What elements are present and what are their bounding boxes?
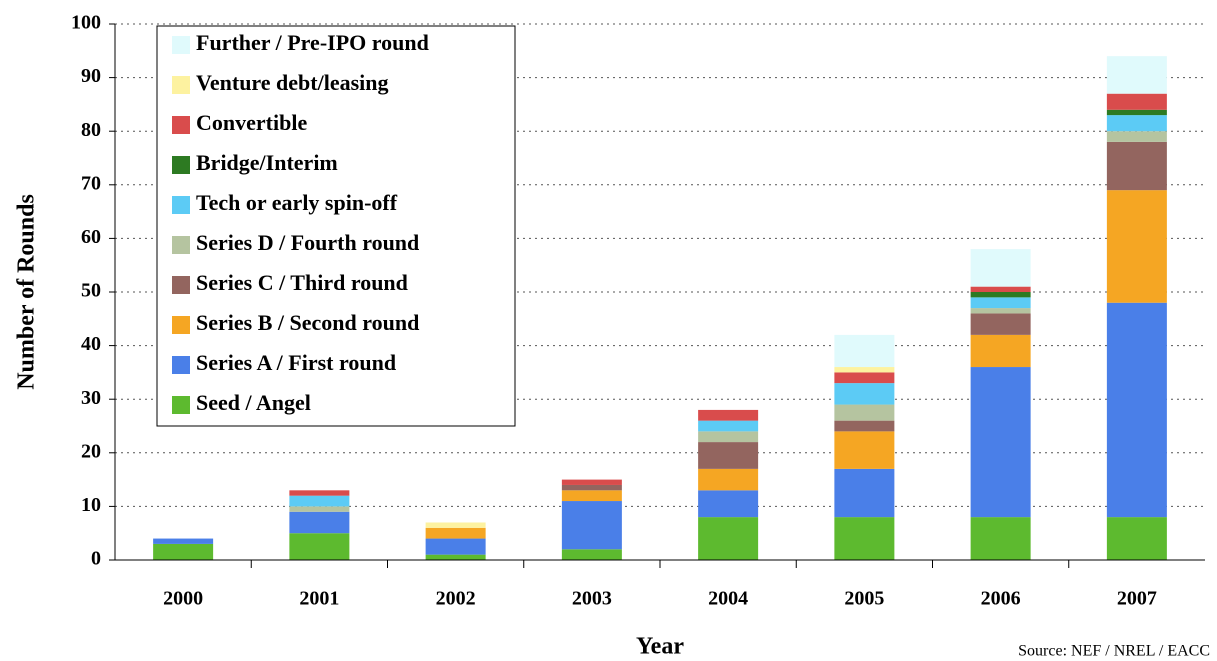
legend-swatch	[172, 236, 190, 254]
legend-swatch	[172, 196, 190, 214]
y-tick-label: 70	[81, 172, 101, 194]
legend-label: Series C / Third round	[196, 270, 408, 295]
bar-segment	[698, 490, 759, 518]
x-tick-label: 2005	[844, 588, 884, 610]
x-tick-label: 2006	[981, 588, 1021, 610]
bar-segment	[698, 420, 759, 432]
bar-segment	[289, 511, 350, 534]
bar-segment	[1106, 131, 1167, 142]
x-axis-title: Year	[636, 634, 684, 660]
bar-segment	[698, 409, 759, 421]
bar-segment	[561, 484, 622, 491]
y-tick-label: 90	[81, 65, 101, 87]
bar-segment	[561, 479, 622, 485]
y-tick-label: 20	[81, 440, 101, 462]
legend-box	[156, 25, 516, 427]
bar-segment	[561, 501, 622, 550]
y-tick-label: 60	[81, 226, 101, 248]
bar-segment	[698, 431, 759, 443]
legend-swatch	[172, 276, 190, 294]
x-tick-label: 2001	[299, 588, 339, 610]
bar-segment	[970, 367, 1031, 518]
bar-segment	[970, 308, 1031, 314]
x-tick-label: 2000	[163, 588, 203, 610]
bar-segment	[561, 549, 622, 560]
legend-swatch	[172, 316, 190, 334]
bar-segment	[289, 490, 350, 496]
legend-swatch	[172, 76, 190, 94]
bar-segment	[834, 383, 895, 405]
legend-swatch	[172, 36, 190, 54]
legend-label: Series A / First round	[196, 350, 396, 375]
bar-segment	[1106, 517, 1167, 560]
bar-segment	[1106, 302, 1167, 518]
bar-segment	[834, 367, 895, 373]
bar-segment	[834, 468, 895, 518]
y-tick-label: 10	[81, 494, 101, 516]
legend-label: Tech or early spin-off	[196, 190, 398, 215]
x-tick-label: 2004	[708, 588, 748, 610]
bar-segment	[289, 506, 350, 512]
bar-segment	[1106, 93, 1167, 110]
bar-segment	[834, 431, 895, 469]
source-note: Source: NEF / NREL / EACC	[1018, 643, 1210, 660]
bar-segment	[970, 517, 1031, 560]
legend-label: Series B / Second round	[196, 310, 419, 335]
legend-label: Further / Pre-IPO round	[196, 30, 429, 55]
y-tick-label: 30	[81, 387, 101, 409]
bar-segment	[970, 334, 1031, 368]
bar-segment	[834, 404, 895, 421]
x-tick-label: 2003	[572, 588, 612, 610]
bar-segment	[153, 538, 214, 544]
bar-segment	[698, 468, 759, 491]
bar-segment	[425, 538, 486, 555]
legend-swatch	[172, 116, 190, 134]
legend-swatch	[172, 156, 190, 174]
bar-segment	[834, 372, 895, 384]
legend-label: Seed / Angel	[196, 390, 311, 415]
bar-segment	[1106, 109, 1167, 116]
bar-segment	[1106, 141, 1167, 191]
y-tick-label: 50	[81, 280, 101, 302]
legend-label: Bridge/Interim	[196, 150, 338, 175]
legend-label: Series D / Fourth round	[196, 230, 419, 255]
bar-segment	[834, 517, 895, 560]
bar-segment	[425, 522, 486, 528]
bar-segment	[970, 313, 1031, 335]
bar-segment	[970, 297, 1031, 309]
bar-segment	[970, 292, 1031, 298]
bar-segment	[970, 286, 1031, 292]
bar-segment	[834, 334, 895, 368]
bar-segment	[153, 543, 214, 560]
bar-segment	[698, 442, 759, 469]
bar-segment	[289, 495, 350, 507]
bar-segment	[289, 533, 350, 560]
bar-segment	[970, 249, 1031, 287]
y-tick-label: 80	[81, 119, 101, 141]
y-tick-label: 100	[71, 12, 101, 34]
bar-segment	[1106, 115, 1167, 132]
y-tick-label: 0	[91, 548, 101, 570]
bar-segment	[834, 420, 895, 432]
x-tick-label: 2002	[436, 588, 476, 610]
bar-segment	[561, 490, 622, 502]
bar-segment	[1106, 56, 1167, 94]
y-axis-title: Number of Rounds	[14, 194, 40, 390]
legend-swatch	[172, 396, 190, 414]
bar-segment	[425, 527, 486, 539]
legend-label: Convertible	[196, 110, 307, 135]
y-tick-label: 40	[81, 333, 101, 355]
bar-segment	[425, 554, 486, 560]
bar-segment	[1106, 190, 1167, 303]
bar-segment	[698, 517, 759, 560]
legend-swatch	[172, 356, 190, 374]
legend-label: Venture debt/leasing	[196, 70, 389, 95]
x-tick-label: 2007	[1117, 588, 1157, 610]
